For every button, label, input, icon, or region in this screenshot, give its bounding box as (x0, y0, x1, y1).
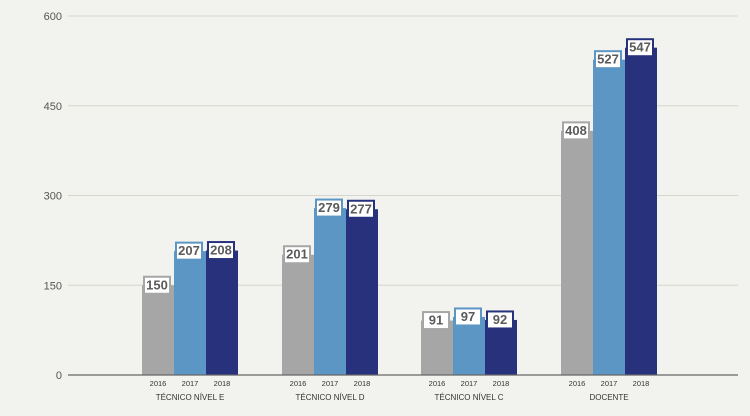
x-axis: 2016 2017 2018 TÉCNICO NÍVEL E 2016 2017 2018 T… (68, 374, 738, 402)
data-label-box (626, 38, 654, 58)
y-tick-label: 600 (44, 11, 62, 23)
data-label: 277 (350, 201, 372, 216)
year-tick-label: 2017 (601, 379, 618, 388)
year-tick-label: 2017 (182, 379, 199, 388)
bar (174, 251, 206, 375)
data-label: 279 (318, 200, 340, 215)
y-tick-label: 300 (44, 191, 62, 203)
data-label-box (283, 245, 311, 265)
data-label: 92 (493, 312, 507, 327)
year-tick-label: 2016 (429, 379, 446, 388)
data-label-box (315, 198, 343, 218)
y-tick-label: 150 (44, 280, 62, 292)
bar (282, 254, 314, 375)
category-label: DOCENTE (589, 393, 628, 402)
bar (625, 47, 657, 375)
data-label: 97 (461, 309, 475, 324)
data-label-box (207, 241, 235, 261)
y-tick-label: 0 (56, 370, 62, 382)
bar (561, 130, 593, 375)
bar (314, 208, 346, 375)
year-tick-label: 2016 (290, 379, 307, 388)
bar (453, 316, 485, 375)
year-tick-label: 2018 (633, 379, 650, 388)
year-tick-label: 2018 (354, 379, 371, 388)
data-label: 408 (565, 123, 587, 138)
bars: 150 207 208 201 279 277 91 97 92 408 527 547 (142, 38, 657, 375)
data-label-box (347, 199, 375, 219)
data-label-box (486, 310, 514, 330)
data-label: 150 (146, 277, 168, 292)
data-label: 91 (429, 313, 443, 328)
bar (346, 209, 378, 375)
data-label-box (143, 275, 171, 295)
data-label-box (562, 121, 590, 141)
data-label: 527 (597, 52, 619, 67)
data-label-box (175, 241, 203, 261)
data-label-box (422, 311, 450, 331)
year-tick-label: 2016 (150, 379, 167, 388)
category-label: TÉCNICO NÍVEL D (295, 393, 364, 402)
bar (142, 285, 174, 375)
data-label: 201 (286, 247, 308, 262)
year-tick-label: 2016 (569, 379, 586, 388)
y-tick-label: 450 (44, 101, 62, 113)
bar (206, 250, 238, 375)
y-axis: 0 150 300 450 600 (44, 11, 62, 382)
data-label: 208 (210, 243, 232, 258)
category-label: TÉCNICO NÍVEL C (434, 393, 503, 402)
year-tick-label: 2018 (214, 379, 231, 388)
data-label: 547 (629, 40, 651, 55)
data-label-box (594, 50, 622, 70)
year-tick-label: 2017 (322, 379, 339, 388)
bar (593, 59, 625, 375)
category-label: TÉCNICO NÍVEL E (156, 393, 225, 402)
year-tick-label: 2018 (493, 379, 510, 388)
year-tick-label: 2017 (461, 379, 478, 388)
data-label-box (454, 307, 482, 327)
data-label: 207 (178, 243, 200, 258)
